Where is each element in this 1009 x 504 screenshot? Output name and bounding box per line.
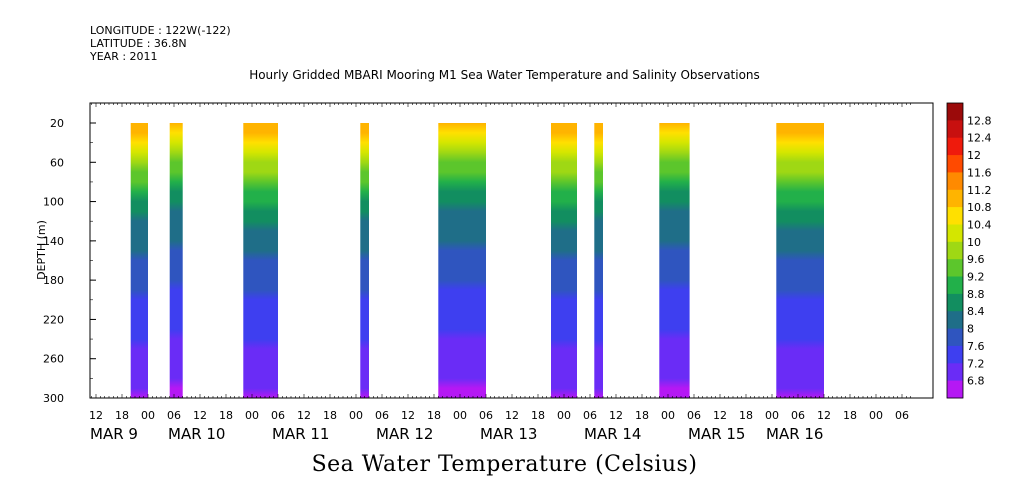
- y-axis-label: DEPTH (m): [35, 220, 48, 280]
- colorbar-label: 7.6: [967, 340, 985, 353]
- colorbar-swatch: [947, 259, 963, 277]
- y-tick-label: 220: [43, 313, 64, 326]
- x-tick-label: 12: [713, 409, 727, 422]
- colorbar-label: 11.2: [967, 184, 992, 197]
- colorbar-swatch: [947, 138, 963, 156]
- heatmap-block: [659, 123, 689, 398]
- x-tick-label: 12: [505, 409, 519, 422]
- colorbar-swatch: [947, 103, 963, 121]
- colorbar-label: 9.2: [967, 271, 985, 284]
- x-tick-label: 06: [687, 409, 701, 422]
- x-tick-label: 12: [401, 409, 415, 422]
- temperature-heatmap-chart: 12 18 00 06 12 18 00 06 12 18 00 06 12 18 00 06 12 18 00 06…: [0, 0, 1009, 504]
- colorbar-swatch: [947, 294, 963, 312]
- y-tick-label: 20: [50, 117, 64, 130]
- x-tick-label: 00: [453, 409, 467, 422]
- x-tick-label: 12: [817, 409, 831, 422]
- x-tick-label: 18: [843, 409, 857, 422]
- footer-label: Sea Water Temperature (Celsius): [0, 452, 1009, 477]
- x-tick-label: 12: [193, 409, 207, 422]
- colorbar-label: 11.6: [967, 166, 992, 179]
- heatmap-block: [243, 123, 278, 398]
- colorbar-label: 12: [967, 149, 981, 162]
- colorbar-label: 8.4: [967, 305, 985, 318]
- colorbar-swatch: [947, 172, 963, 190]
- colorbar-label: 6.8: [967, 375, 985, 388]
- heatmap-block: [170, 123, 183, 398]
- colorbar-swatch: [947, 329, 963, 347]
- colorbar-label: 12.8: [967, 114, 992, 127]
- x-tick-label: 18: [427, 409, 441, 422]
- y-tick-label: 60: [50, 156, 64, 169]
- colorbar-label: 10.4: [967, 218, 992, 231]
- heatmap-block: [360, 123, 369, 398]
- x-day-label: MAR 13: [480, 425, 537, 443]
- x-tick-label: 18: [739, 409, 753, 422]
- x-day-label: MAR 16: [766, 425, 823, 443]
- colorbar-swatch: [947, 363, 963, 381]
- heatmap-block: [776, 123, 824, 398]
- colorbar-swatch: [947, 155, 963, 173]
- x-tick-label: 18: [219, 409, 233, 422]
- heatmap-block: [551, 123, 577, 398]
- x-tick-label: 18: [115, 409, 129, 422]
- colorbar-swatch: [947, 346, 963, 364]
- colorbar-swatch: [947, 381, 963, 399]
- colorbar-label: 8.8: [967, 288, 985, 301]
- x-day-label: MAR 9: [90, 425, 138, 443]
- x-day-label: MAR 15: [688, 425, 745, 443]
- colorbar-swatch: [947, 242, 963, 260]
- x-tick-label: 00: [661, 409, 675, 422]
- colorbar-swatch: [947, 120, 963, 138]
- x-tick-label: 06: [479, 409, 493, 422]
- x-tick-label: 12: [297, 409, 311, 422]
- x-tick-label: 06: [583, 409, 597, 422]
- x-day-label: MAR 11: [272, 425, 329, 443]
- x-tick-label: 06: [895, 409, 909, 422]
- colorbar-label: 12.4: [967, 132, 992, 145]
- x-tick-label: 00: [869, 409, 883, 422]
- x-tick-label: 06: [167, 409, 181, 422]
- heatmap-block: [594, 123, 603, 398]
- colorbar-swatch: [947, 225, 963, 243]
- heatmap-block: [438, 123, 486, 398]
- x-tick-label: 06: [271, 409, 285, 422]
- colorbar-swatch: [947, 277, 963, 295]
- x-tick-label: 00: [765, 409, 779, 422]
- colorbar-label: 9.6: [967, 253, 985, 266]
- x-day-label: MAR 10: [168, 425, 225, 443]
- colorbar-swatch: [947, 207, 963, 225]
- y-tick-label: 300: [43, 392, 64, 405]
- colorbar-label: 10.8: [967, 201, 992, 214]
- colorbar-label: 7.2: [967, 357, 985, 370]
- colorbar-swatch: [947, 190, 963, 208]
- x-tick-label: 18: [323, 409, 337, 422]
- heatmap-block: [131, 123, 148, 398]
- x-tick-label: 06: [791, 409, 805, 422]
- colorbar-swatch: [947, 311, 963, 329]
- x-tick-label: 00: [245, 409, 259, 422]
- x-tick-label: 00: [349, 409, 363, 422]
- colorbar-label: 8: [967, 323, 974, 336]
- x-tick-label: 00: [141, 409, 155, 422]
- x-tick-label: 18: [635, 409, 649, 422]
- colorbar-label: 10: [967, 236, 981, 249]
- y-tick-label: 260: [43, 353, 64, 366]
- x-tick-label: 18: [531, 409, 545, 422]
- x-day-label: MAR 12: [376, 425, 433, 443]
- y-tick-label: 100: [43, 196, 64, 209]
- x-tick-label: 00: [557, 409, 571, 422]
- x-tick-label: 06: [375, 409, 389, 422]
- x-day-label: MAR 14: [584, 425, 641, 443]
- x-tick-label: 12: [89, 409, 103, 422]
- x-tick-label: 12: [609, 409, 623, 422]
